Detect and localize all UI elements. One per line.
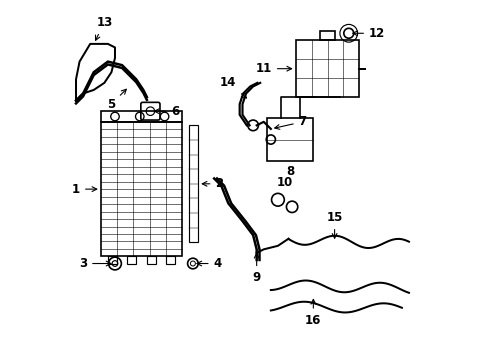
Text: 9: 9	[252, 253, 260, 284]
Text: 7: 7	[274, 115, 306, 129]
Text: 1: 1	[72, 183, 97, 196]
Bar	[267, 118, 313, 161]
Text: 15: 15	[326, 211, 342, 238]
Text: 3: 3	[79, 257, 111, 270]
Text: 16: 16	[304, 300, 321, 327]
Text: 5: 5	[107, 89, 126, 111]
Text: 12: 12	[352, 27, 384, 40]
Text: 8: 8	[286, 165, 294, 178]
Text: 6: 6	[154, 105, 179, 118]
Text: 11: 11	[255, 62, 291, 75]
Text: 14: 14	[220, 76, 246, 98]
Bar	[320, 31, 334, 40]
Text: 13: 13	[95, 16, 112, 40]
Bar	[147, 256, 155, 263]
Bar	[166, 256, 175, 263]
Bar	[295, 40, 359, 97]
Bar	[107, 256, 117, 263]
Text: 4: 4	[197, 257, 221, 270]
Text: 10: 10	[276, 176, 292, 188]
Text: 2: 2	[202, 177, 223, 190]
Bar	[127, 256, 136, 263]
